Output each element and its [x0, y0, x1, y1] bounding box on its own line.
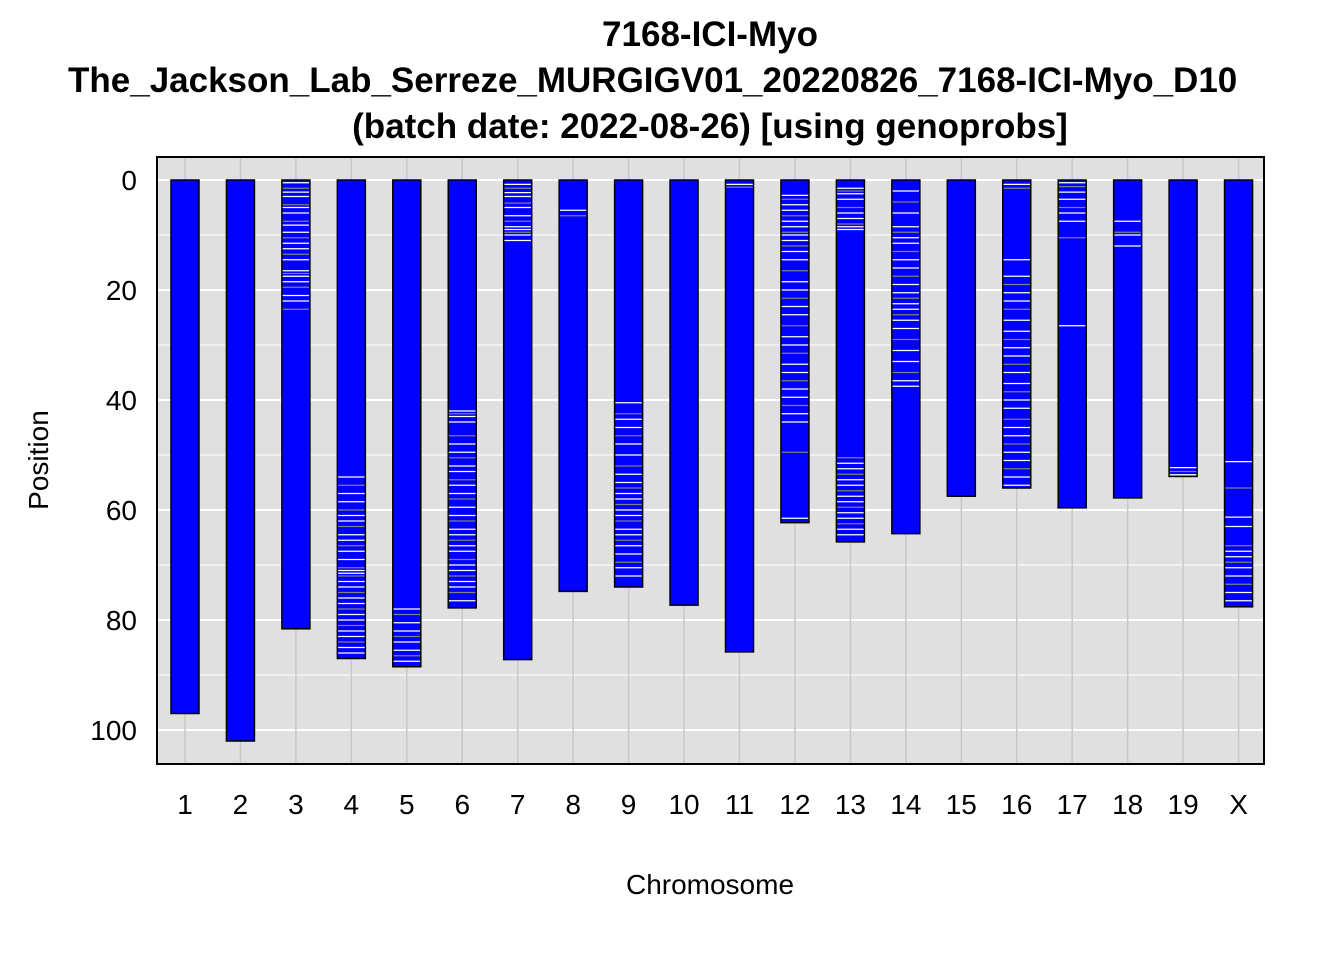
y-tick-labels: 0 20 40 60 80 100	[90, 165, 137, 746]
chromosome-bar	[1113, 180, 1142, 498]
title-line-2: The_Jackson_Lab_Serreze_MURGIGV01_202208…	[68, 61, 1237, 100]
chromosome-bar	[725, 180, 754, 652]
chromosome-outline	[1112, 179, 1143, 499]
x-tick-label: 14	[890, 789, 921, 820]
title-line-3: (batch date: 2022-08-26) [using genoprob…	[352, 107, 1068, 146]
x-tick-label: 7	[510, 789, 526, 820]
chromosome-outline	[392, 179, 422, 668]
chromosome-outline	[170, 179, 200, 715]
x-tick-label: 6	[454, 789, 470, 820]
chromosome-9	[613, 179, 644, 588]
chromosome-18	[1112, 179, 1143, 499]
chromosome-outline	[281, 179, 311, 630]
chromosome-6	[447, 179, 477, 609]
chromosome-bar	[1224, 180, 1253, 607]
chromosome-bar	[780, 180, 809, 523]
chromosome-outline	[1223, 179, 1254, 608]
chromosome-10	[669, 179, 699, 606]
chromosome-outline	[891, 179, 921, 535]
chromosome-bar	[226, 180, 255, 741]
x-tick-label: 8	[565, 789, 581, 820]
x-tick-label: 16	[1001, 789, 1032, 820]
x-tick-label: 2	[233, 789, 249, 820]
chromosome-19	[1168, 179, 1198, 478]
chromosome-X	[1223, 179, 1254, 608]
chromosome-outline	[835, 179, 866, 543]
y-tick-label: 40	[106, 385, 137, 416]
chromosome-bar	[392, 180, 421, 667]
x-tick-label: 17	[1057, 789, 1088, 820]
chart-title: 7168-ICI-Myo The_Jackson_Lab_Serreze_MUR…	[68, 15, 1237, 146]
x-tick-label: 3	[288, 789, 304, 820]
x-axis-label: Chromosome	[626, 869, 794, 900]
y-tick-label: 0	[121, 165, 137, 196]
chromosome-bar	[1058, 180, 1087, 508]
y-tick-label: 80	[106, 605, 137, 636]
chromosome-bar	[503, 180, 532, 660]
chromosome-bar	[171, 180, 199, 714]
chromosome-4	[336, 179, 367, 660]
chromosome-14	[891, 179, 921, 535]
chromosome-bar	[614, 180, 643, 587]
y-tick-label: 20	[106, 275, 137, 306]
chromosome-bar	[1002, 180, 1031, 488]
title-line-1: 7168-ICI-Myo	[602, 15, 818, 54]
chromosome-bar	[281, 180, 310, 629]
x-tick-label: 5	[399, 789, 415, 820]
x-tick-label: 13	[835, 789, 866, 820]
chromosome-2	[225, 179, 256, 742]
chromosome-8	[558, 179, 588, 593]
x-tick-label: 1	[177, 789, 193, 820]
chromosome-outline	[946, 179, 977, 497]
chromosome-outline	[1002, 179, 1032, 489]
chromosome-outline	[447, 179, 477, 609]
y-axis-label: Position	[23, 410, 54, 510]
x-tick-label: 4	[344, 789, 360, 820]
chromosome-7	[502, 179, 533, 661]
y-tick-label: 60	[106, 495, 137, 526]
chromosome-outline	[225, 179, 256, 742]
chromosome-outline	[780, 179, 810, 524]
x-tick-label: 19	[1168, 789, 1199, 820]
chromosome-5	[392, 179, 422, 668]
chromosome-outline	[724, 179, 755, 653]
chromosome-outline	[502, 179, 533, 661]
plot-border	[156, 156, 1265, 765]
chromosome-1	[170, 179, 200, 715]
chromosome-3	[281, 179, 311, 630]
chromosome-outline	[613, 179, 644, 588]
x-tick-label: 9	[621, 789, 637, 820]
chromosome-bar	[1169, 180, 1198, 477]
chromosome-bar	[337, 180, 366, 659]
chromosome-outline	[1168, 179, 1198, 478]
chromosome-11	[724, 179, 755, 653]
chromosome-bar	[559, 180, 588, 592]
x-tick-label: X	[1229, 789, 1248, 820]
chromosome-bar	[448, 180, 477, 608]
x-tick-label: 15	[946, 789, 977, 820]
chromosome-outline	[558, 179, 588, 593]
chromosome-16	[1002, 179, 1032, 489]
chromosome-outline	[336, 179, 367, 660]
x-tick-label: 11	[725, 789, 754, 820]
y-tick-label: 100	[90, 715, 137, 746]
chromosome-17	[1057, 179, 1087, 509]
chromosome-outline	[669, 179, 699, 606]
x-tick-label: 12	[779, 789, 810, 820]
chromosome-bars	[170, 179, 1254, 742]
x-tick-label: 10	[668, 789, 699, 820]
chromosome-bar	[891, 180, 920, 534]
x-tick-labels: 1 2 3 4 5 6 7 8 9 10 11 12 13 14 15 16 17 18 19 X	[177, 789, 1248, 820]
x-tick-label: 18	[1112, 789, 1143, 820]
plot-panel	[157, 157, 1264, 764]
chromosome-outline	[1057, 179, 1087, 509]
chromosome-bar	[836, 180, 865, 542]
chromosome-bar	[947, 180, 976, 497]
chromosome-15	[946, 179, 977, 497]
chromosome-13	[835, 179, 866, 543]
chromosome-12	[780, 179, 810, 524]
chromosome-bar	[670, 180, 699, 606]
